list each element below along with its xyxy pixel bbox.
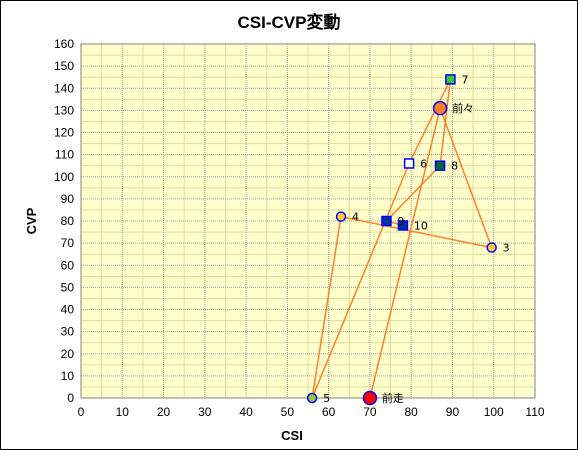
point-label: 6 [420, 157, 427, 170]
point-label: 9 [397, 215, 404, 228]
point-label: 5 [323, 392, 330, 405]
y-tick-label: 40 [61, 303, 75, 317]
point-label: 3 [503, 242, 510, 255]
data-point-square [381, 215, 392, 227]
point-label: 8 [451, 160, 458, 173]
y-tick-label: 60 [61, 258, 75, 272]
y-tick-label: 30 [61, 325, 75, 339]
grid [80, 43, 536, 399]
y-tick-label: 70 [61, 236, 75, 250]
x-tick-label: 100 [484, 405, 504, 419]
y-tick-label: 140 [54, 81, 74, 95]
y-tick-label: 80 [61, 214, 75, 228]
y-tick-label: 150 [54, 59, 74, 73]
x-tick-label: 50 [281, 405, 295, 419]
x-tick-label: 10 [116, 405, 130, 419]
y-tick-label: 20 [61, 347, 75, 361]
point-label: 7 [461, 73, 468, 86]
y-tick-label: 130 [54, 103, 74, 117]
point-label: 10 [414, 219, 428, 232]
y-tick-label: 110 [55, 148, 74, 162]
chart-title: CSI-CVP変動 [237, 13, 341, 32]
data-point-circle [432, 100, 448, 116]
y-tick-label: 160 [54, 37, 74, 51]
data-point-square [397, 220, 409, 231]
point-label: 前々 [452, 101, 474, 115]
x-tick-label: 30 [198, 405, 212, 419]
y-tick-label: 90 [61, 192, 75, 206]
point-label: 4 [352, 211, 359, 224]
x-tick-label: 80 [405, 405, 419, 419]
data-point-circle [335, 211, 347, 222]
axis-ticks: 0 10 20 30 40 50 60 70 80 90 100 110 0 10 20 30 40 50 60 70… [54, 37, 545, 419]
x-tick-label: 0 [78, 405, 85, 419]
x-axis-title: CSI [281, 428, 303, 443]
data-point-circle [306, 392, 318, 404]
y-tick-label: 50 [61, 280, 75, 294]
series-line [311, 79, 493, 399]
x-tick-label: 20 [157, 405, 171, 419]
x-tick-label: 90 [446, 405, 460, 419]
data-point-circle [486, 242, 497, 253]
point-label: 前走 [382, 391, 404, 405]
data-point-square [403, 158, 415, 169]
data-point-circle [362, 390, 378, 406]
y-tick-label: 100 [54, 170, 74, 184]
data-point-square [434, 160, 446, 171]
connector-lines [311, 79, 493, 399]
x-tick-label: 60 [322, 405, 336, 419]
x-tick-label: 70 [363, 405, 377, 419]
x-tick-label: 110 [525, 405, 544, 419]
y-tick-label: 10 [61, 369, 75, 383]
data-point-square [445, 74, 456, 85]
x-tick-label: 40 [239, 405, 253, 419]
y-tick-label: 120 [54, 126, 74, 140]
y-axis-title: CVP [24, 207, 39, 234]
y-tick-label: 0 [67, 391, 74, 405]
